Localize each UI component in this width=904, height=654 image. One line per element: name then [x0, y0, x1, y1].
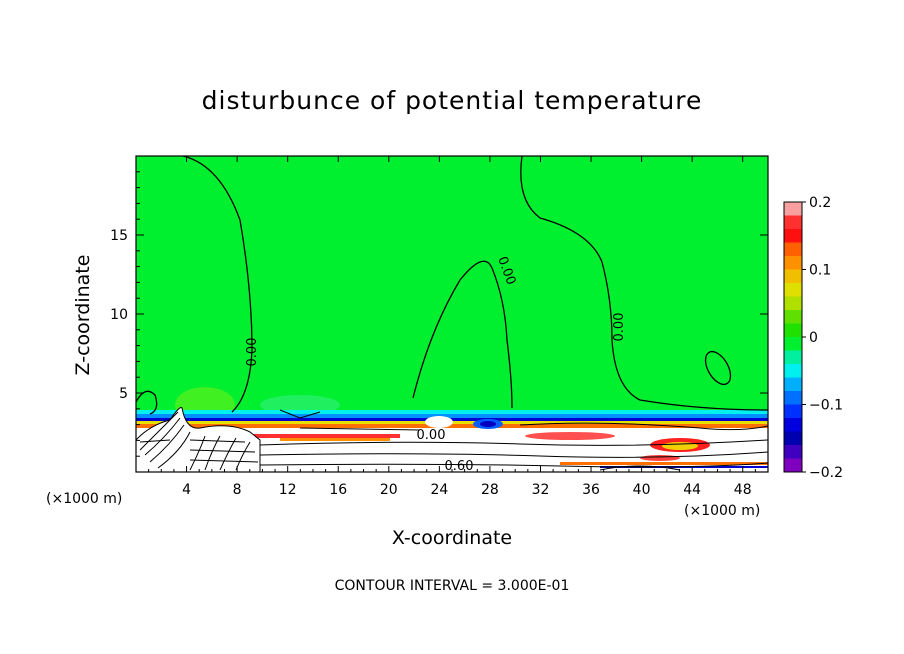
field-layer	[136, 156, 768, 472]
y-tick-label: 5	[119, 386, 128, 402]
x-unit-label-left: (×1000 m)	[46, 491, 123, 507]
mountain-hatching	[139, 411, 259, 471]
contour-left-lobe	[182, 156, 253, 413]
colorbar-swatch	[784, 310, 802, 324]
field-cloud-patch	[425, 416, 453, 428]
x-tick-label: 4	[182, 482, 191, 498]
y-tick-label: 10	[110, 307, 128, 323]
field-cold-patch-core	[480, 421, 496, 427]
colorbar-swatch	[784, 256, 802, 270]
y-tick-label: 15	[110, 228, 128, 244]
colorbar-tick-label: 0.2	[809, 195, 831, 211]
colorbar-swatch	[784, 350, 802, 365]
colorbar-swatch	[784, 323, 802, 338]
x-axis-label: X-coordinate	[391, 527, 513, 549]
field-red-strip-2	[280, 438, 390, 441]
colorbar-swatch	[784, 404, 802, 419]
colorbar-swatch	[784, 364, 802, 378]
colorbar-swatch	[784, 377, 802, 392]
field-red-patch-3	[640, 455, 680, 461]
colorbar-swatch	[784, 242, 802, 257]
colorbar-swatch	[784, 215, 802, 230]
colorbar-tick-label: 0.1	[809, 263, 831, 279]
chart-title: disturbunce of potential temperature	[201, 86, 703, 115]
field-cyan-band	[136, 410, 768, 416]
x-axis-ticks: 4 8 12 16 20 24 28 32 36 40 44 48	[148, 156, 756, 498]
y-axis-label: Z-coordinate	[72, 254, 94, 376]
x-tick-label: 40	[633, 482, 651, 498]
contour-small-loop	[704, 350, 732, 386]
contour-surface-left	[136, 390, 158, 415]
x-tick-label: 24	[430, 482, 448, 498]
field-darkblue-band	[136, 418, 768, 421]
boundary-contours	[259, 409, 768, 471]
colorbar	[784, 202, 802, 473]
colorbar-swatch	[784, 391, 802, 405]
field-red-strip-1	[250, 434, 400, 438]
field-orange-strip-right	[560, 462, 768, 465]
x-unit-label-right: (×1000 m)	[684, 503, 761, 519]
field-blue-band	[136, 414, 768, 419]
contour-label-5: 0.60	[445, 459, 474, 474]
colorbar-swatch	[784, 283, 802, 297]
x-tick-label: 44	[683, 482, 701, 498]
x-tick-label: 36	[582, 482, 600, 498]
colorbar-ticks: 0.2 0.1 0 −0.1 −0.2	[802, 195, 843, 481]
colorbar-swatch	[784, 202, 802, 216]
field-red-patch-1	[525, 432, 615, 440]
contour-label-4: 0.00	[417, 428, 446, 443]
colorbar-swatch	[784, 458, 802, 473]
x-tick-label: 32	[532, 482, 550, 498]
colorbar-tick-label: −0.2	[809, 465, 843, 481]
x-tick-label: 8	[233, 482, 242, 498]
colorbar-tick-label: 0	[809, 330, 818, 346]
y-axis-ticks: 5 10 15	[110, 171, 768, 457]
colorbar-swatch	[784, 269, 802, 284]
contour-center-lobe	[412, 260, 513, 409]
x-tick-label: 16	[329, 482, 347, 498]
colorbar-swatch	[784, 337, 802, 351]
colorbar-swatch	[784, 296, 802, 311]
colorbar-swatch	[784, 445, 802, 459]
x-tick-label: 48	[734, 482, 752, 498]
contour-right-lobe	[520, 156, 768, 411]
colorbar-swatch	[784, 229, 802, 243]
contour-interval-note: CONTOUR INTERVAL = 3.000E-01	[334, 578, 570, 594]
colorbar-tick-label: −0.1	[809, 398, 843, 414]
x-tick-label: 28	[481, 482, 499, 498]
zero-contours	[136, 156, 768, 415]
contour-label-3: 0.00	[612, 313, 627, 342]
x-tick-label: 12	[279, 482, 297, 498]
contour-label-1: 0.00	[245, 338, 260, 367]
field-orange-band	[136, 424, 768, 429]
x-tick-label: 20	[380, 482, 398, 498]
colorbar-swatch	[784, 431, 802, 446]
colorbar-swatch	[784, 418, 802, 432]
